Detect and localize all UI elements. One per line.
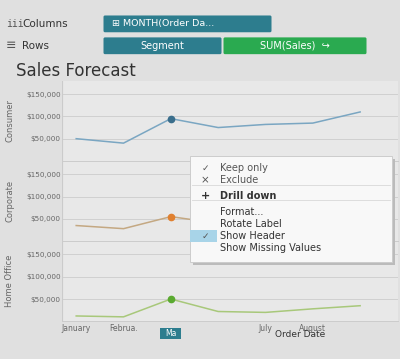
Text: Format...: Format... (220, 207, 263, 217)
Text: ✓: ✓ (202, 163, 209, 173)
FancyBboxPatch shape (224, 37, 366, 54)
Text: Show Header: Show Header (220, 231, 285, 241)
FancyBboxPatch shape (104, 37, 222, 54)
Text: +: + (200, 191, 210, 201)
Text: iii: iii (6, 19, 24, 29)
FancyBboxPatch shape (104, 15, 272, 32)
Text: ✓: ✓ (202, 232, 209, 241)
Text: Drill down: Drill down (220, 191, 276, 201)
Text: Home Office: Home Office (6, 255, 14, 307)
Text: Exclude: Exclude (220, 175, 258, 185)
Text: Order Date: Order Date (275, 330, 325, 339)
Text: Consumer: Consumer (6, 99, 14, 143)
Text: ≡: ≡ (6, 39, 16, 52)
Text: ⊞ MONTH(Order Da...: ⊞ MONTH(Order Da... (112, 19, 214, 28)
Text: Columns: Columns (22, 19, 68, 29)
Text: Sales Forecast: Sales Forecast (16, 62, 136, 80)
Text: SUM(Sales)  ↪: SUM(Sales) ↪ (260, 41, 330, 51)
Text: Rotate Label: Rotate Label (220, 219, 282, 229)
Text: ×: × (201, 175, 210, 185)
Text: Ma: Ma (165, 328, 176, 338)
Text: Keep only: Keep only (220, 163, 268, 173)
Text: Segment: Segment (140, 41, 184, 51)
Text: Rows: Rows (22, 41, 49, 51)
Text: Corporate: Corporate (6, 180, 14, 222)
Text: Show Missing Values: Show Missing Values (220, 243, 321, 253)
